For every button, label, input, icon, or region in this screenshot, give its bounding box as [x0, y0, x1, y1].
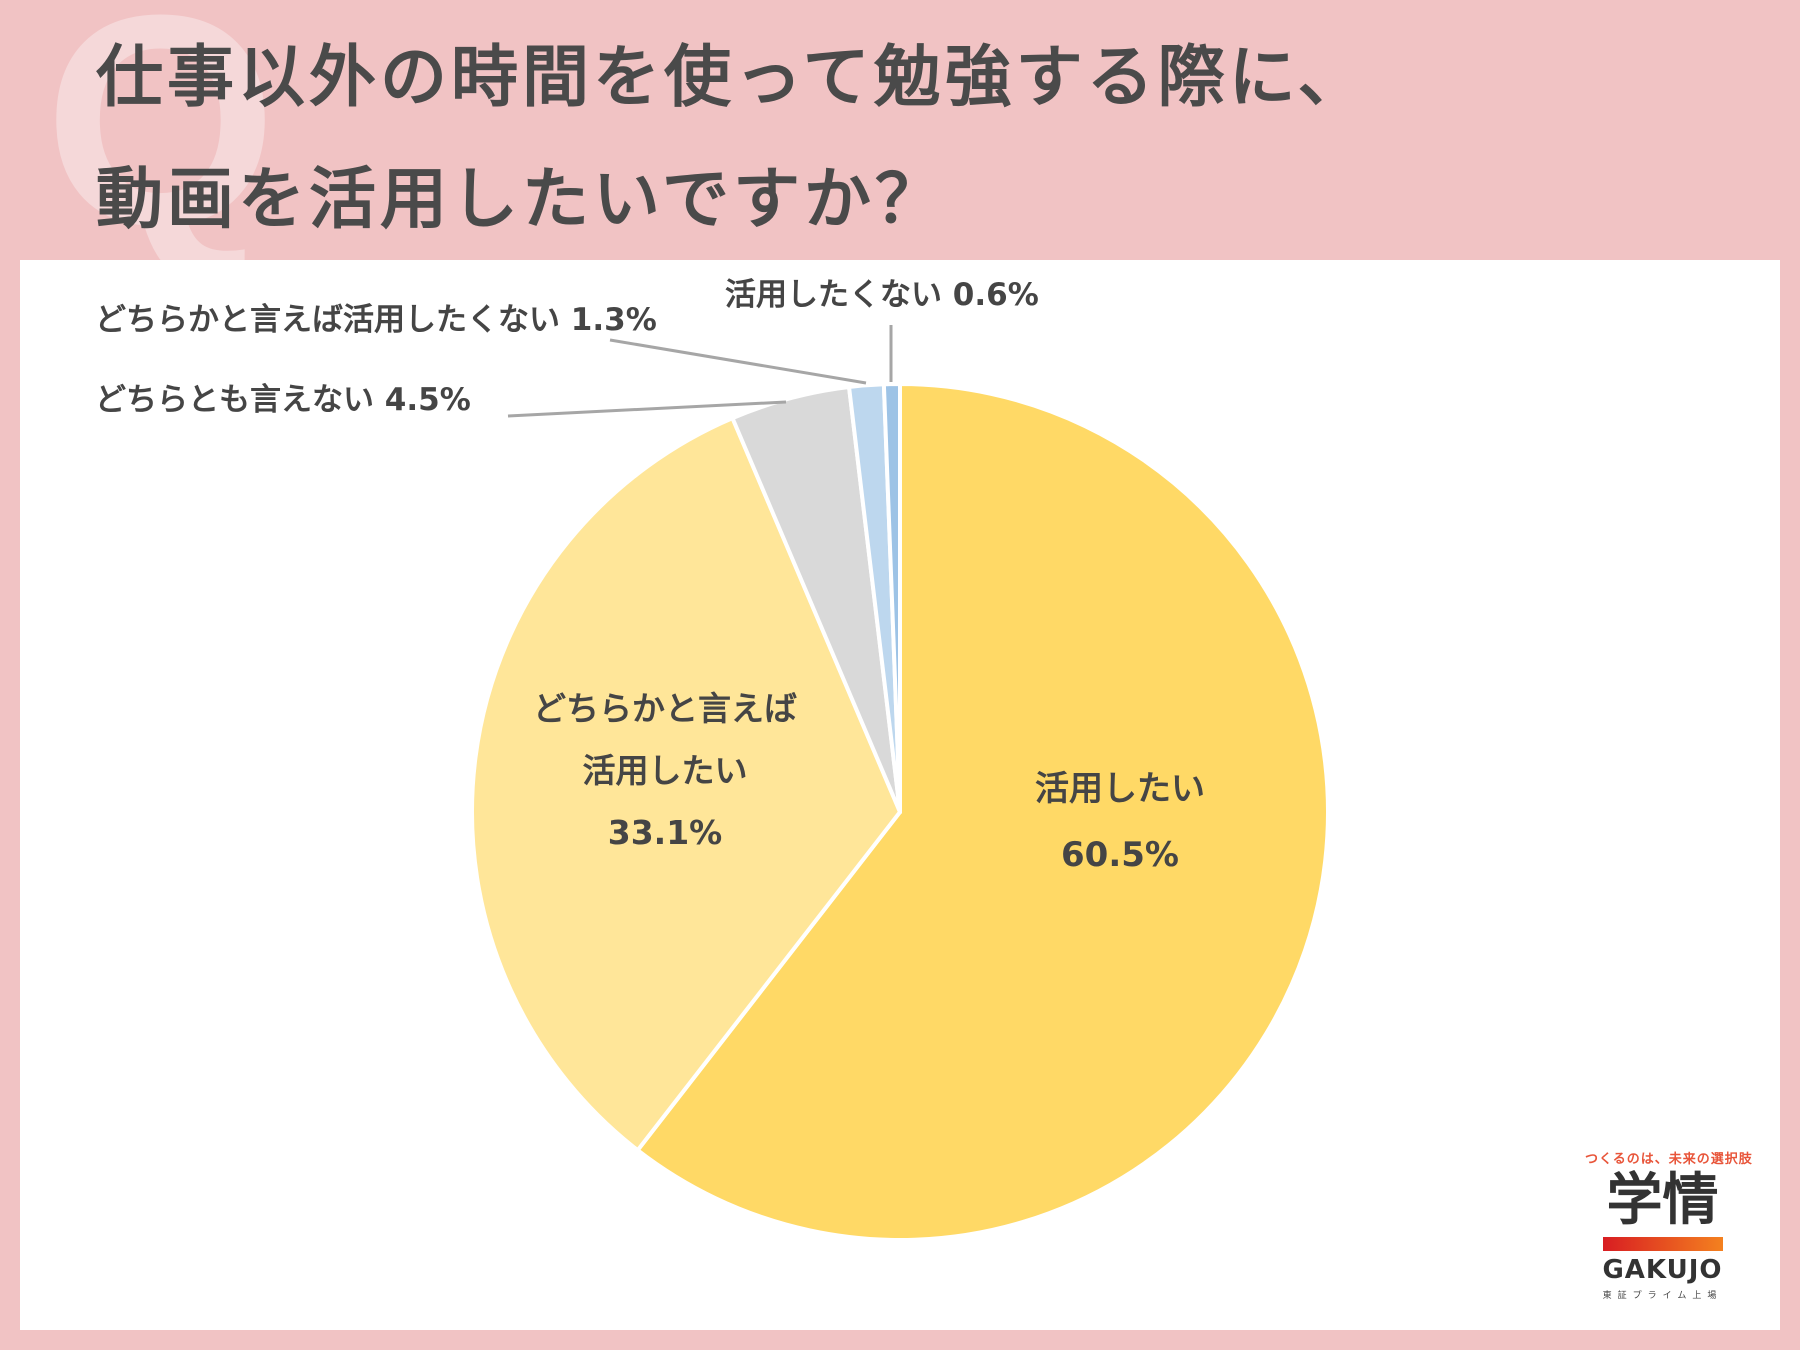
logo-bar [1602, 1237, 1723, 1251]
slice-label-text: どちらかと言えば活用したくない [95, 302, 571, 338]
q-watermark: Q [44, 0, 278, 288]
slice-value-label: 4.5% [385, 382, 471, 418]
slice-label-text: どちらとも言えない [95, 382, 385, 418]
pie-slice [470, 416, 902, 1153]
leader-line [507, 400, 787, 418]
slice-label-text: 活用したくない [725, 277, 953, 313]
leader-line [609, 338, 867, 385]
slice-label: どちらかと言えば活用したくない 1.3% [95, 302, 657, 338]
slice-value-label: 60.5% [1061, 835, 1179, 875]
title-line-2: 動画を活用したいですか？ [96, 160, 946, 238]
slice-label: どちらとも言えない 4.5% [95, 382, 471, 418]
slice-label: 活用したい [583, 751, 748, 790]
chart-card: 活用したい 60.5% どちらかと言えば 活用したい 33.1% どちらとも言えない 4.… [20, 260, 1780, 1330]
slice-value-label: 33.1% [608, 813, 723, 852]
slice-label: 活用したくない 0.6% [725, 277, 1039, 313]
title-line-1: 仕事以外の時間を使って勉強する際に、 [96, 38, 1369, 116]
slice-label: どちらかと言えば [533, 689, 797, 728]
logo-tagline: つくるのは、未来の選択肢 [1585, 1152, 1753, 1167]
logo-mark: 学情 [1606, 1168, 1719, 1233]
logo-name: GAKUJO [1602, 1255, 1723, 1285]
logo-sub: 東証プライム上場 [1602, 1291, 1723, 1301]
slice-label: 活用したい [1035, 769, 1205, 809]
slice-value-label: 1.3% [571, 302, 657, 338]
slice-value-label: 0.6% [953, 277, 1039, 313]
gakujo-logo: つくるのは、未来の選択肢 学情 GAKUJO 東証プライム上場 [1585, 1148, 1753, 1301]
pie-slice [635, 382, 1330, 1242]
pie-slice [881, 382, 902, 814]
